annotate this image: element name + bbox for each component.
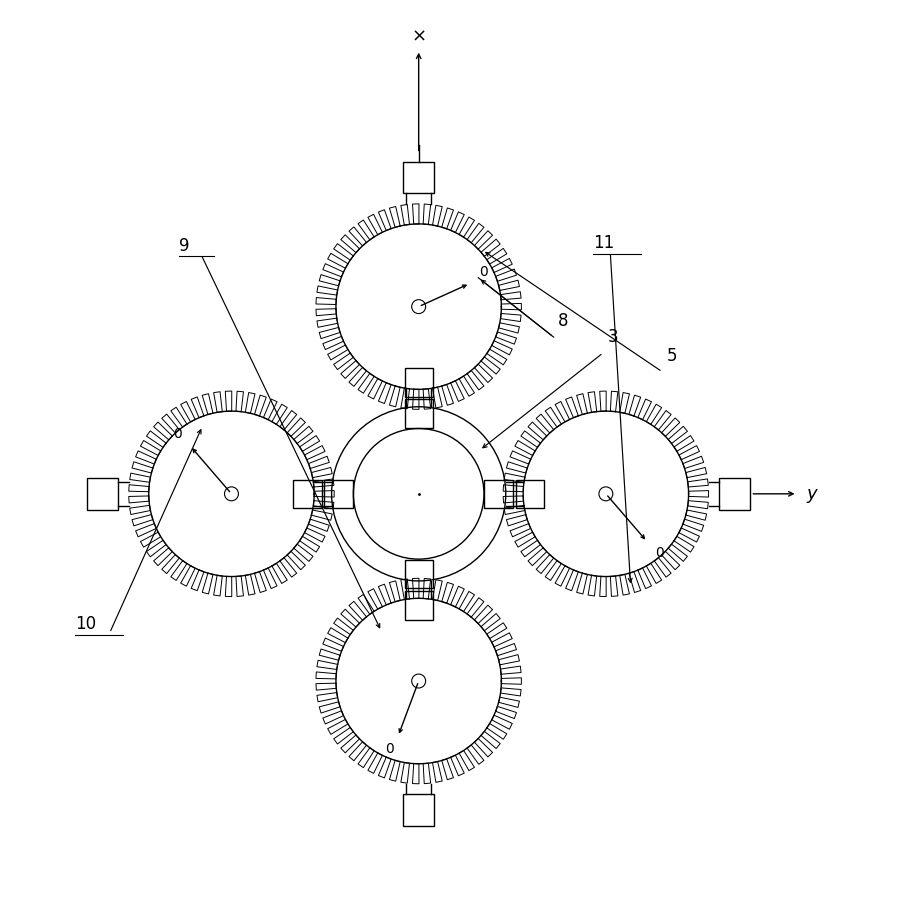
Text: y: y [806,485,817,503]
Text: 9: 9 [180,237,190,254]
Text: ×: × [411,28,426,46]
Text: 11: 11 [593,234,614,252]
Text: 0: 0 [385,742,395,756]
Text: 3: 3 [608,328,619,346]
Text: 10: 10 [74,615,96,633]
Text: 0: 0 [173,427,182,442]
Text: 5: 5 [667,347,678,365]
Text: 0: 0 [655,546,664,560]
Text: 8: 8 [558,312,569,330]
Text: 0: 0 [479,265,488,279]
